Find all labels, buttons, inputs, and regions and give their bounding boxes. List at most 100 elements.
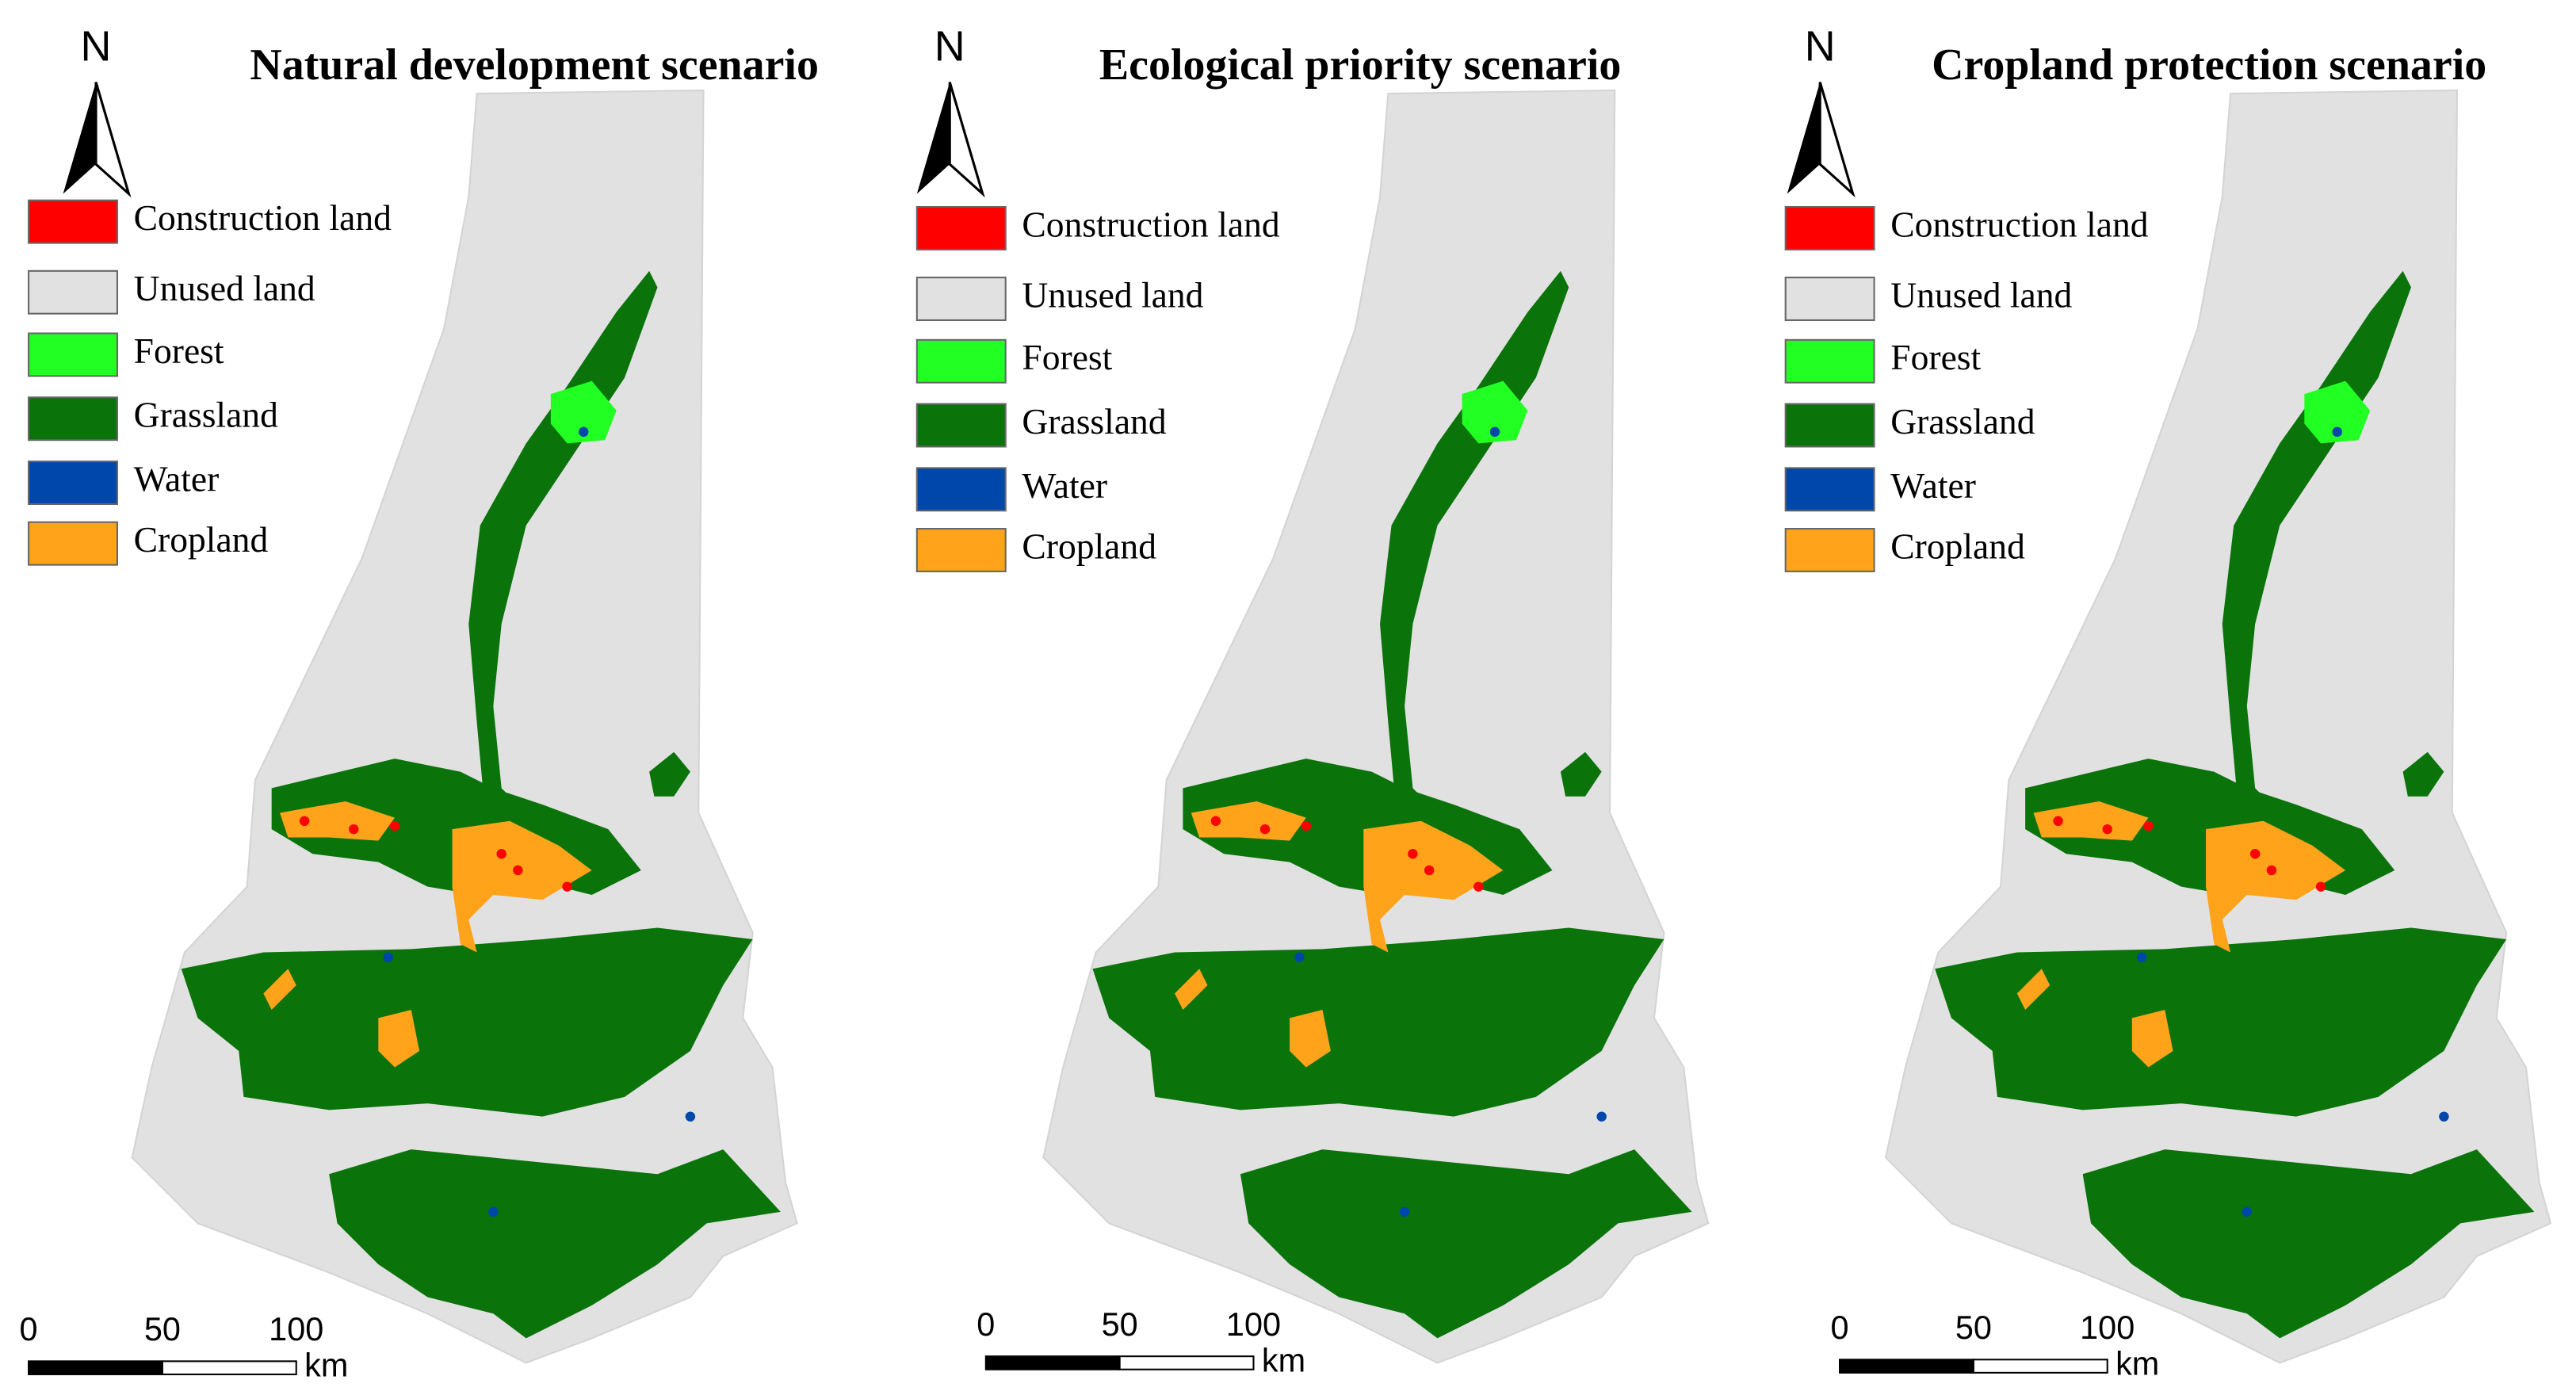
construction-spot xyxy=(2143,820,2154,831)
legend-label: Cropland xyxy=(1022,526,1156,566)
cropland-area xyxy=(1175,969,1208,1011)
legend-label: Forest xyxy=(1022,337,1112,377)
legend-swatch xyxy=(1784,403,1875,448)
scale-bar-unit: km xyxy=(2115,1345,2159,1382)
legend-swatch xyxy=(28,269,118,315)
legend-label: Grassland xyxy=(1022,401,1166,441)
north-arrow-left xyxy=(1787,82,1821,194)
cropland-area xyxy=(2206,820,2346,953)
legend-label: Cropland xyxy=(1890,526,2025,566)
cropland-area xyxy=(378,1010,420,1068)
grassland-area xyxy=(1560,751,1602,797)
grassland-area xyxy=(2222,270,2411,813)
water-spot xyxy=(2439,1111,2449,1122)
scale-bar-label: 50 xyxy=(1102,1305,1138,1343)
panel-title: Cropland protection scenario xyxy=(1932,40,2486,90)
water-spot xyxy=(1294,952,1305,962)
legend-label: Unused land xyxy=(1022,274,1203,315)
water-spot xyxy=(1489,426,1500,438)
construction-spot xyxy=(1210,816,1221,827)
legend-swatch xyxy=(1784,338,1875,384)
legend-swatch xyxy=(28,332,118,377)
water-spot xyxy=(1596,1111,1607,1122)
grassland-area xyxy=(1240,1149,1692,1339)
scale-bar-label: 0 xyxy=(1831,1309,1849,1346)
scale-bar-label: 100 xyxy=(1226,1305,1281,1343)
legend-swatch xyxy=(28,521,118,566)
construction-spot xyxy=(513,865,523,876)
water-spot xyxy=(579,426,589,438)
scale-bar-label: 100 xyxy=(2080,1309,2135,1346)
cropland-area xyxy=(452,820,592,953)
map xyxy=(1884,89,2552,1364)
legend-swatch xyxy=(915,528,1007,572)
legend-swatch xyxy=(28,199,118,244)
construction-spot xyxy=(299,816,310,827)
legend-swatch xyxy=(915,403,1007,448)
legend-swatch xyxy=(915,205,1007,250)
legend-swatch xyxy=(1784,528,1875,572)
north-label: N xyxy=(934,22,965,70)
legend-label: Cropland xyxy=(134,519,269,560)
legend-label: Grassland xyxy=(1890,401,2035,441)
legend-label: Water xyxy=(1890,465,1976,506)
construction-spot xyxy=(2315,881,2326,892)
forest-area xyxy=(2304,380,2371,444)
north-arrow-right xyxy=(948,82,985,198)
legend-swatch xyxy=(915,338,1007,384)
legend-label: Unused land xyxy=(134,268,315,308)
scale-bar-label: 0 xyxy=(977,1305,995,1343)
cropland-area xyxy=(2033,801,2149,841)
legend-swatch xyxy=(1784,467,1875,512)
panel-title: Natural development scenario xyxy=(250,40,819,90)
cropland-area xyxy=(1290,1010,1331,1068)
north-label: N xyxy=(81,22,112,70)
scale-bar-label: 50 xyxy=(1955,1309,1992,1346)
grassland-area xyxy=(2402,751,2444,797)
construction-spot xyxy=(562,881,572,892)
legend-label: Grassland xyxy=(134,395,278,435)
construction-spot xyxy=(496,849,506,859)
map xyxy=(131,89,798,1364)
cropland-area xyxy=(280,801,396,841)
forest-area xyxy=(1462,380,1528,444)
grassland-area xyxy=(1380,270,1569,813)
construction-spot xyxy=(2249,849,2261,859)
north-label: N xyxy=(1805,22,1836,70)
legend-swatch xyxy=(915,467,1007,512)
scale-bar-segment xyxy=(28,1360,163,1375)
legend-label: Unused land xyxy=(1890,274,2072,315)
forest-area xyxy=(550,380,617,444)
cropland-area xyxy=(263,969,296,1011)
scale-bar-segment xyxy=(1839,1359,1974,1374)
north-arrow-right xyxy=(94,82,132,198)
scale-bar-label: 50 xyxy=(144,1310,181,1347)
legend-swatch xyxy=(1784,205,1875,250)
scale-bar-unit: km xyxy=(1262,1341,1305,1378)
legend-label: Water xyxy=(134,459,220,499)
scale-bar-segment xyxy=(984,1355,1121,1370)
construction-spot xyxy=(2266,865,2277,876)
water-spot xyxy=(383,952,393,962)
grassland-area xyxy=(329,1149,781,1339)
legend-label: Water xyxy=(1022,465,1107,506)
construction-spot xyxy=(349,824,359,835)
grassland-area xyxy=(1935,927,2507,1117)
grassland-area xyxy=(649,751,690,797)
legend-swatch xyxy=(1784,277,1875,321)
construction-spot xyxy=(1473,881,1484,892)
water-spot xyxy=(2137,952,2147,962)
grassland-area xyxy=(2082,1149,2535,1339)
scale-bar-segment xyxy=(1972,1359,2108,1374)
water-spot xyxy=(488,1206,499,1217)
cropland-area xyxy=(2016,969,2050,1011)
north-arrow-left xyxy=(63,82,97,194)
legend-label: Construction land xyxy=(1890,204,2148,244)
scale-bar-segment xyxy=(1118,1355,1255,1370)
construction-spot xyxy=(1301,820,1312,831)
water-spot xyxy=(685,1111,696,1122)
north-arrow-right xyxy=(1818,82,1856,198)
construction-spot xyxy=(1408,849,1418,859)
construction-spot xyxy=(2053,816,2063,827)
